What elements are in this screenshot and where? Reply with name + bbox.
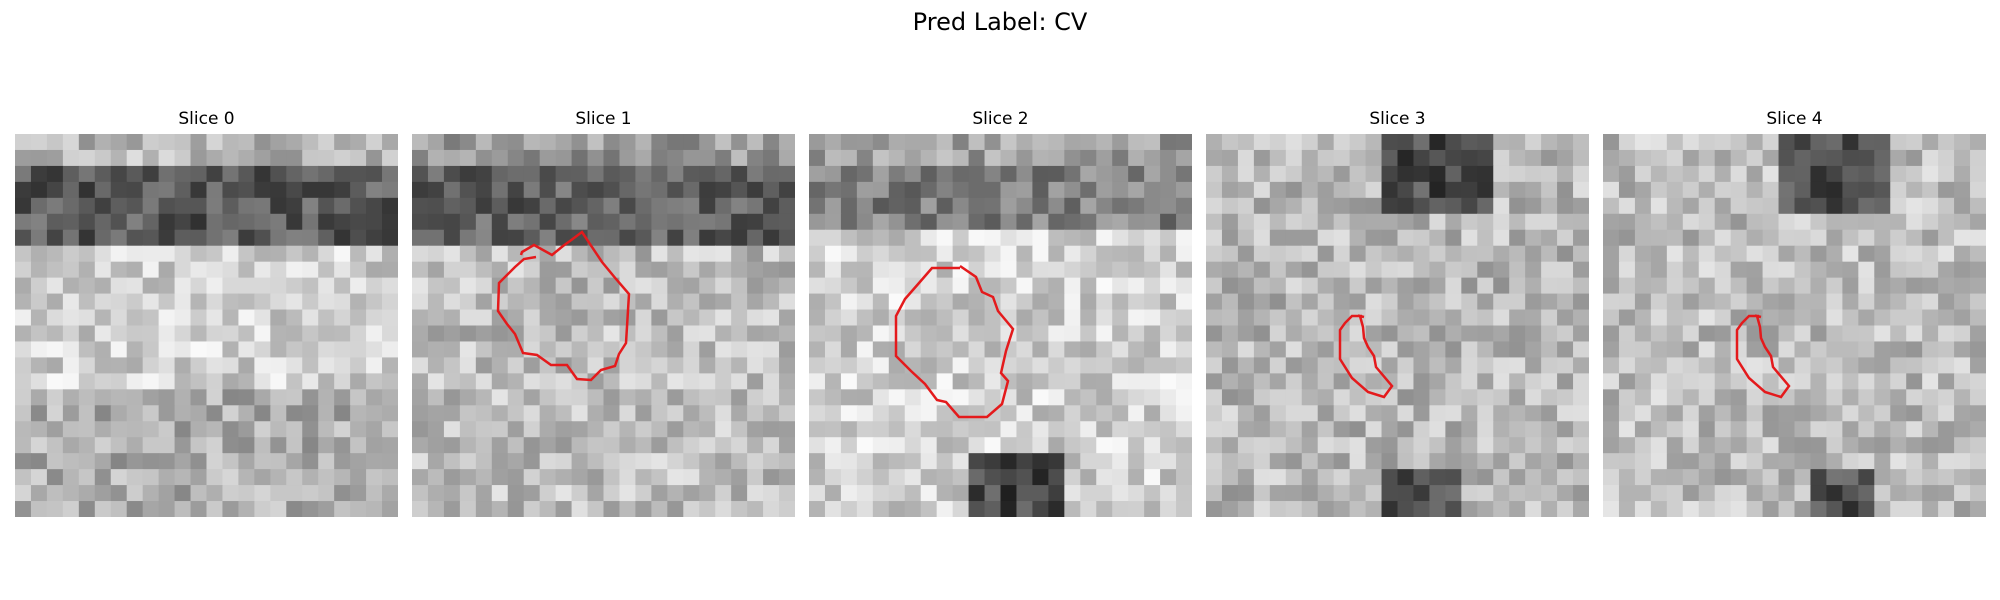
pixel-grid bbox=[1206, 134, 1589, 517]
slice-image bbox=[15, 134, 398, 517]
slice-title: Slice 2 bbox=[972, 109, 1029, 129]
slice-title: Slice 3 bbox=[1369, 109, 1426, 129]
slice-title: Slice 0 bbox=[178, 109, 235, 129]
slice-panel-4: Slice 4 bbox=[1603, 108, 1986, 520]
pixel-grid bbox=[412, 134, 795, 517]
segmentation-contour bbox=[1338, 314, 1394, 399]
slice-image bbox=[412, 134, 795, 517]
slice-panel-1: Slice 1 bbox=[412, 108, 795, 520]
slice-panel-3: Slice 3 bbox=[1206, 108, 1589, 520]
figure-title: Pred Label: CV bbox=[912, 8, 1088, 36]
pixel-grid bbox=[809, 134, 1192, 517]
slice-image bbox=[1206, 134, 1589, 517]
slice-panel-2: Slice 2 bbox=[809, 108, 1192, 520]
segmentation-contour bbox=[496, 230, 631, 382]
slice-panel-0: Slice 0 bbox=[15, 108, 398, 520]
slice-image bbox=[809, 134, 1192, 517]
pixel-grid bbox=[1603, 134, 1986, 517]
segmentation-contour bbox=[894, 264, 1015, 419]
slice-title: Slice 1 bbox=[575, 109, 632, 129]
slice-image bbox=[1603, 134, 1986, 517]
segmentation-contour bbox=[1735, 314, 1791, 399]
slice-title: Slice 4 bbox=[1766, 109, 1823, 129]
pixel-grid bbox=[15, 134, 398, 517]
